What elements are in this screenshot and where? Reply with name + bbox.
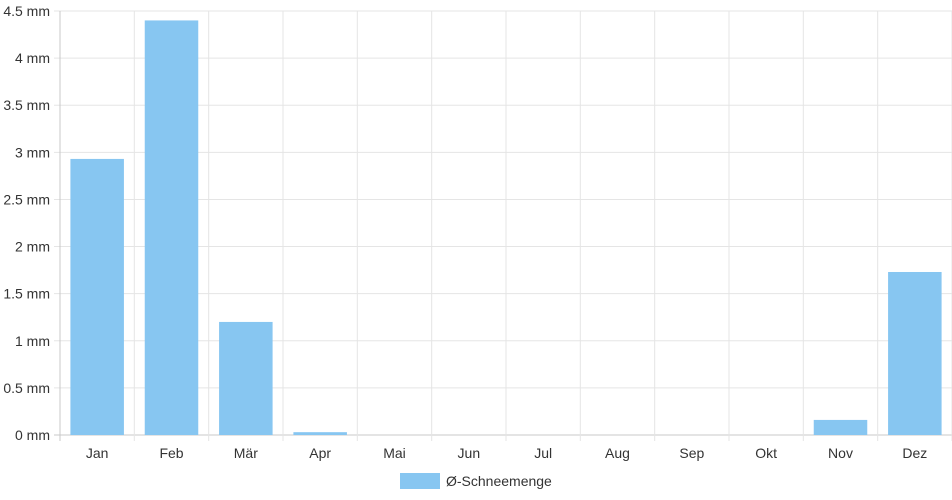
grid-lines <box>54 10 952 441</box>
y-tick-label: 3 mm <box>15 144 50 160</box>
x-tick-label: Apr <box>309 445 331 461</box>
y-tick-label: 3.5 mm <box>3 97 50 113</box>
x-tick-label: Jul <box>534 445 552 461</box>
bar-mär[interactable] <box>219 321 273 435</box>
bar-nov[interactable] <box>813 419 868 435</box>
y-tick-label: 1.5 mm <box>3 286 50 302</box>
legend-swatch <box>400 473 440 489</box>
x-tick-label: Sep <box>679 445 704 461</box>
x-tick-label: Mär <box>234 445 258 461</box>
legend-label: Ø-Schneemenge <box>446 473 552 489</box>
legend[interactable]: Ø-Schneemenge <box>400 473 552 489</box>
x-tick-label: Aug <box>605 445 630 461</box>
x-tick-label: Nov <box>828 445 853 461</box>
y-tick-label: 2 mm <box>15 239 50 255</box>
x-tick-label: Jan <box>86 445 109 461</box>
y-tick-label: 4.5 mm <box>3 3 50 19</box>
x-tick-label: Dez <box>902 445 927 461</box>
y-tick-label: 2.5 mm <box>3 191 50 207</box>
bar-feb[interactable] <box>144 20 199 436</box>
x-tick-label: Feb <box>159 445 183 461</box>
x-tick-label: Mai <box>383 445 406 461</box>
bar-jan[interactable] <box>70 158 124 435</box>
bar-apr[interactable] <box>293 432 347 435</box>
y-tick-label: 4 mm <box>15 50 50 66</box>
bar-chart: 0 mm 0.5 mm 1 mm 1.5 mm 2 mm 2.5 mm 3 mm 3.5 mm… <box>3 3 952 461</box>
y-tick-label: 0.5 mm <box>3 380 50 396</box>
bars <box>70 20 942 436</box>
axes: 0 mm 0.5 mm 1 mm 1.5 mm 2 mm 2.5 mm 3 mm 3.5 mm… <box>3 3 927 461</box>
y-tick-label: 0 mm <box>15 427 50 443</box>
y-tick-label: 1 mm <box>15 333 50 349</box>
x-tick-label: Jun <box>458 445 481 461</box>
x-tick-label: Okt <box>755 445 777 461</box>
bar-dez[interactable] <box>888 271 942 435</box>
